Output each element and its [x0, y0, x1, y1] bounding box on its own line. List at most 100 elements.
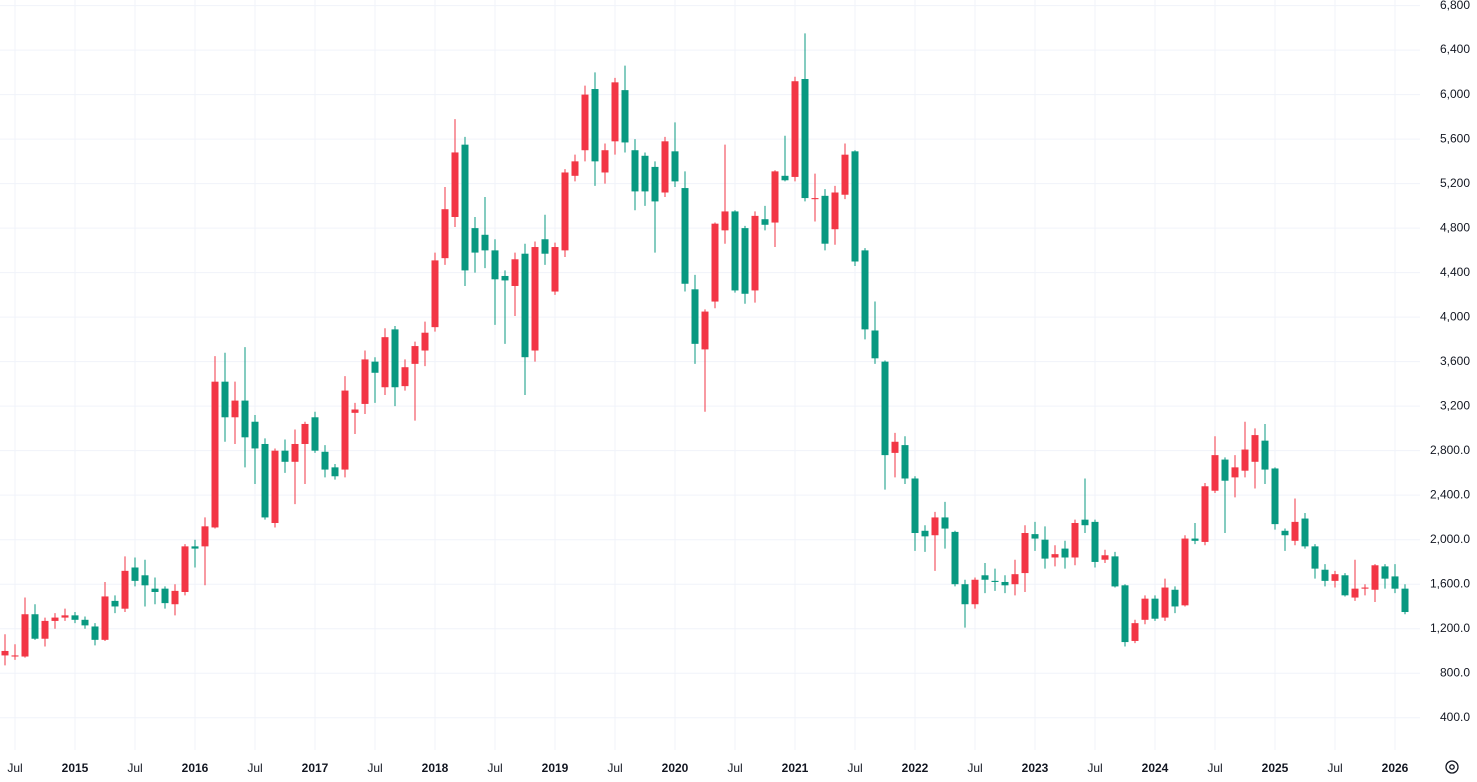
candle-body [91, 626, 99, 640]
candle-body [651, 166, 659, 202]
x-tick-label: 2026 [1382, 761, 1409, 775]
candle-body [661, 141, 669, 193]
x-tick-label: Jul [607, 761, 622, 775]
candle-body [441, 209, 449, 259]
y-tick-label: 6,400 [1440, 42, 1470, 56]
candle-body [721, 211, 729, 231]
candle-body [101, 596, 109, 640]
candle-body [461, 144, 469, 271]
y-tick-label: 6,000 [1440, 87, 1470, 101]
x-tick-label: 2015 [62, 761, 89, 775]
candle-body [141, 575, 149, 586]
x-tick-label: 2021 [782, 761, 809, 775]
candle-body [781, 175, 789, 181]
candle-body [691, 289, 699, 344]
candle-body [181, 546, 189, 592]
candle-body [211, 381, 219, 528]
candle-body [1311, 546, 1319, 569]
candle-body [291, 443, 299, 462]
candle-body [131, 567, 139, 581]
candle-body [991, 580, 999, 582]
candle-body [351, 409, 359, 413]
x-tick-label: 2022 [902, 761, 929, 775]
settings-center[interactable] [1449, 764, 1455, 770]
candle-body [1401, 588, 1409, 613]
candle-body [1341, 575, 1349, 596]
candle-body [931, 517, 939, 536]
x-tick-label: 2020 [662, 761, 689, 775]
x-tick-label: Jul [7, 761, 22, 775]
candle-body [401, 367, 409, 387]
candle-body [481, 234, 489, 251]
x-tick-label: 2024 [1142, 761, 1169, 775]
x-tick-label: Jul [847, 761, 862, 775]
candle-body [831, 192, 839, 230]
candle-body [1051, 554, 1059, 558]
y-tick-label: 2,800.0 [1430, 443, 1470, 457]
candle-body [621, 90, 629, 143]
y-tick-label: 400.0 [1440, 710, 1470, 724]
candle-body [551, 247, 559, 292]
candle-body [31, 614, 39, 639]
candle-body [1211, 455, 1219, 491]
candle-body [841, 154, 849, 195]
candle-body [1261, 440, 1269, 470]
candle-body [1231, 467, 1239, 478]
x-tick-label: Jul [1087, 761, 1102, 775]
candle-body [1331, 574, 1339, 581]
candle-body [21, 614, 29, 657]
candle-body [911, 478, 919, 534]
candle-body [1351, 588, 1359, 598]
candle-body [1171, 589, 1179, 607]
y-tick-label: 4,400 [1440, 265, 1470, 279]
candle-body [411, 346, 419, 364]
x-tick-label: Jul [367, 761, 382, 775]
candle-body [51, 617, 59, 621]
x-tick-label: 2023 [1022, 761, 1049, 775]
candle-body [1041, 539, 1049, 559]
candle-body [1161, 587, 1169, 618]
candle-body [561, 172, 569, 251]
candle-body [61, 615, 69, 618]
y-tick-label: 5,600 [1440, 131, 1470, 145]
candle-body [801, 79, 809, 199]
candle-body [1011, 574, 1019, 585]
candle-body [1301, 518, 1309, 547]
candle-body [1091, 521, 1099, 562]
candle-body [1031, 534, 1039, 539]
candle-body [811, 198, 819, 200]
y-tick-label: 3,600 [1440, 354, 1470, 368]
settings-ring[interactable] [1445, 760, 1459, 774]
candle-body [881, 361, 889, 456]
candle-body [791, 81, 799, 177]
candle-body [861, 250, 869, 330]
y-tick-label: 800.0 [1440, 665, 1470, 679]
candle-body [921, 530, 929, 537]
candle-body [701, 311, 709, 350]
candle-body [1371, 565, 1379, 590]
candle-body [1131, 623, 1139, 641]
candle-body [1221, 459, 1229, 481]
candle-body [951, 531, 959, 585]
candle-body [301, 423, 309, 444]
candle-body [251, 421, 259, 449]
x-tick-label: Jul [127, 761, 142, 775]
candle-body [121, 570, 129, 609]
settings-icon[interactable] [1445, 760, 1459, 774]
y-tick-label: 3,200 [1440, 398, 1470, 412]
candle-body [871, 330, 879, 359]
candle-body [1381, 566, 1389, 579]
candle-body [771, 171, 779, 223]
candle-body [331, 467, 339, 477]
candle-body [1361, 587, 1369, 589]
y-tick-label: 6,800 [1440, 0, 1470, 12]
candle-body [1241, 449, 1249, 471]
candle-body [981, 575, 989, 580]
candle-body [541, 239, 549, 254]
y-tick-label: 1,600.0 [1430, 576, 1470, 590]
candle-body [1, 650, 9, 656]
candle-body [761, 219, 769, 225]
candle-body [631, 150, 639, 192]
x-tick-label: Jul [727, 761, 742, 775]
